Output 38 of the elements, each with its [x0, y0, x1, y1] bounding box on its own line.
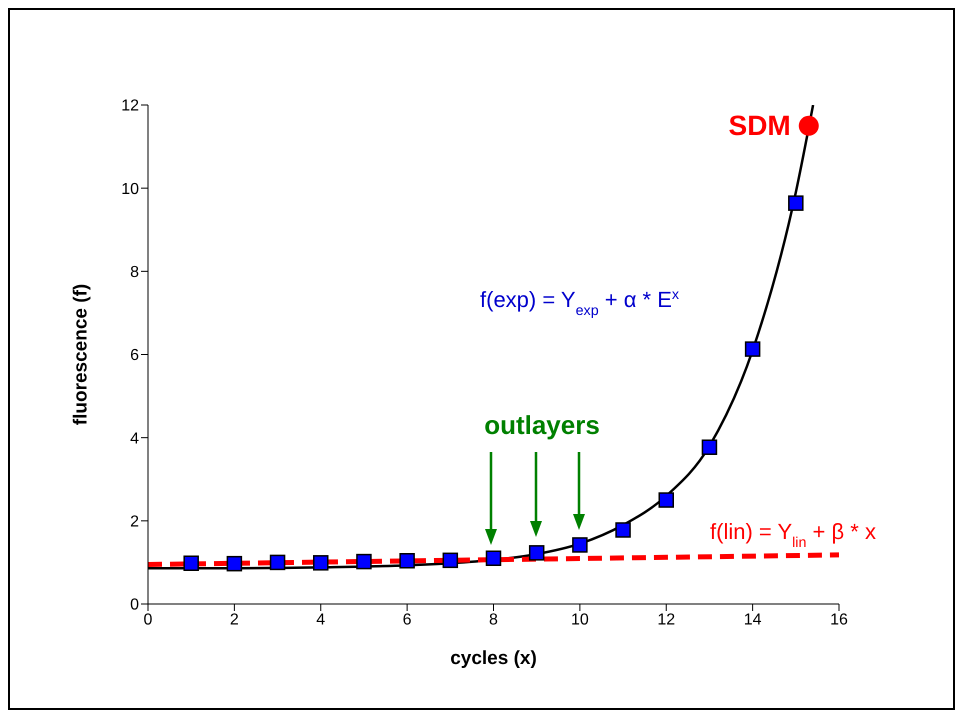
point	[798, 116, 819, 136]
point	[702, 439, 718, 455]
series-label: SDM	[728, 110, 791, 141]
annotation: outlayers	[484, 410, 600, 440]
x-tick-label: 4	[316, 611, 326, 628]
point	[788, 195, 804, 211]
y-tick-label: 10	[121, 180, 140, 198]
point	[744, 341, 760, 357]
point	[528, 545, 544, 561]
point	[399, 553, 415, 569]
y-tick-label: 12	[121, 98, 140, 115]
point	[442, 552, 458, 568]
point	[270, 554, 286, 570]
x-tick-label: 0	[144, 611, 153, 628]
x-tick-label: 2	[230, 611, 239, 628]
x-tick-label: 6	[402, 611, 412, 628]
y-tick-label: 8	[130, 264, 140, 282]
annotation: f(lin) = Y$_{lin}$ + β * x	[710, 519, 876, 551]
x-axis-title: cycles (x)	[450, 648, 537, 669]
y-tick-label: 2	[130, 514, 140, 531]
point	[658, 492, 674, 508]
point	[486, 550, 502, 566]
point	[313, 555, 328, 571]
point	[356, 554, 372, 570]
y-axis-title: fluorescence (f)	[70, 284, 92, 426]
point	[226, 556, 242, 572]
x-tick-label: 8	[489, 611, 498, 628]
x-tick-label: 14	[744, 611, 762, 628]
point	[572, 537, 588, 553]
x-tick-label: 10	[570, 611, 589, 628]
y-tick-label: 4	[130, 430, 140, 448]
annotation: f(exp) = Y$_{exp}$ + α * E$^{x}$	[480, 287, 680, 319]
x-tick-label: 16	[830, 611, 848, 628]
point	[615, 522, 631, 538]
x-tick-label: 12	[657, 611, 676, 628]
y-tick-label: 0	[130, 596, 140, 614]
y-tick-label: 6	[130, 347, 140, 364]
point	[183, 556, 199, 571]
